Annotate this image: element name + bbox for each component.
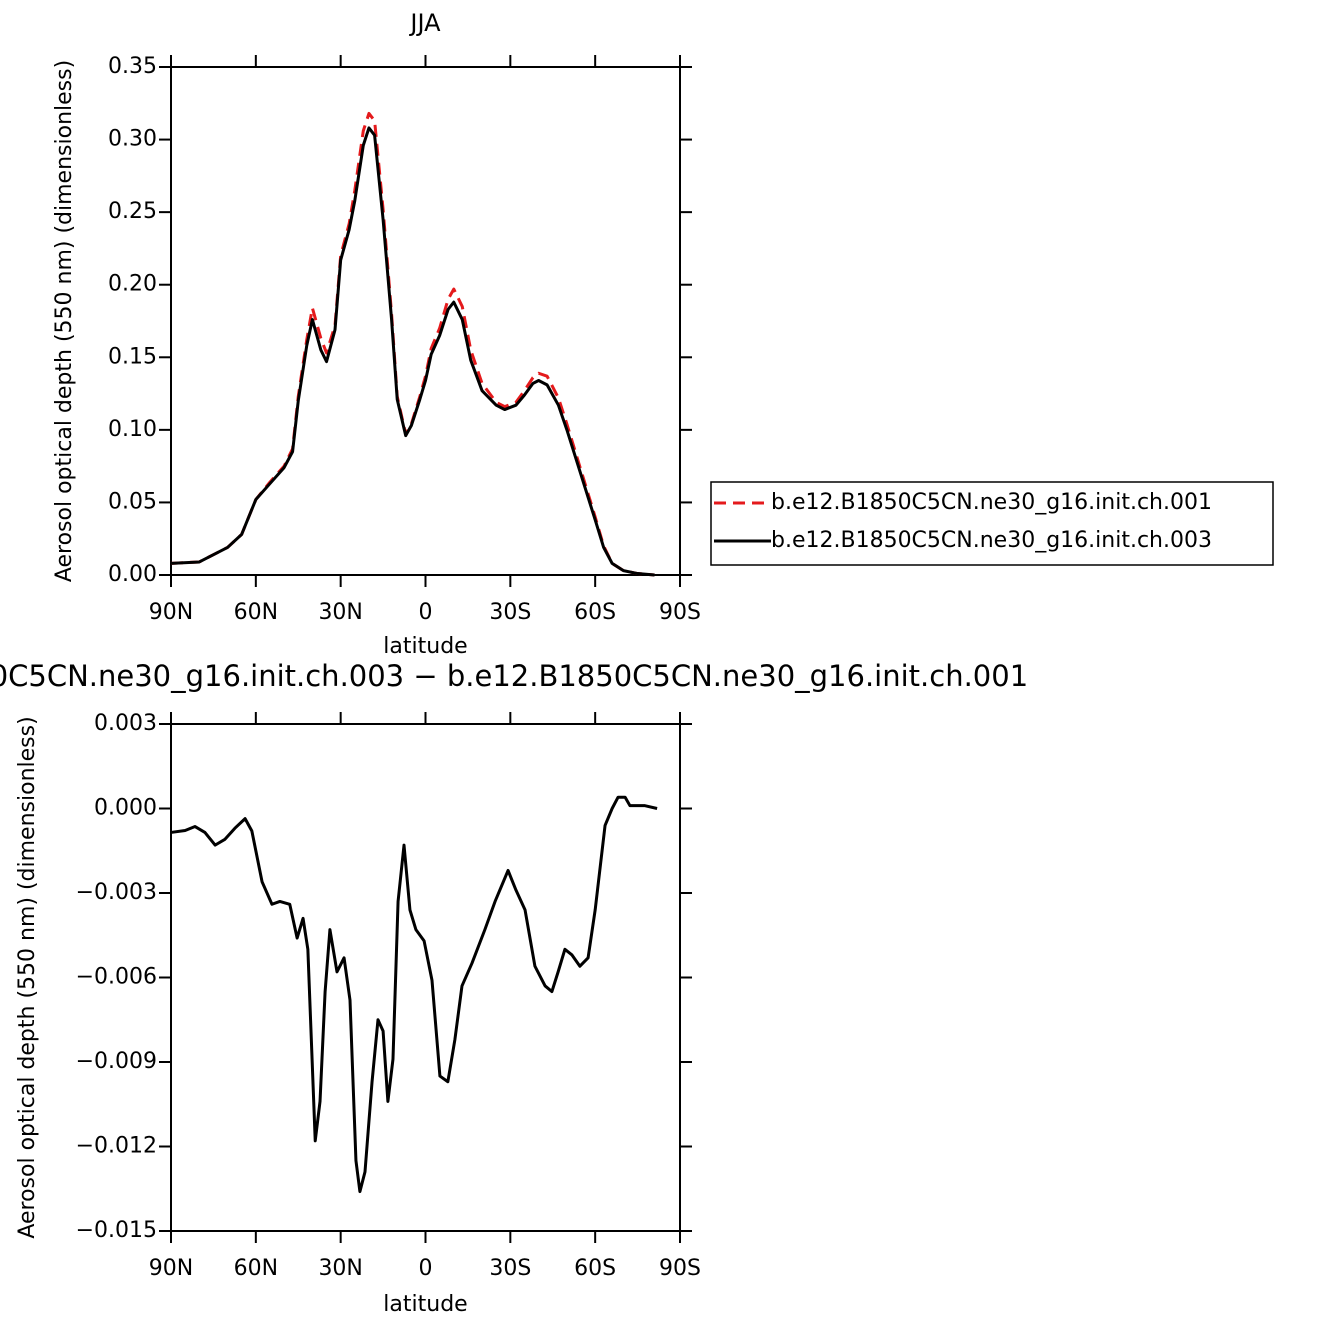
data-line	[170, 111, 655, 577]
y-axis-label: Aerosol optical depth (550 nm) (dimensio…	[52, 60, 77, 582]
legend-box	[710, 481, 1274, 566]
y-tick-label: 0.10	[108, 417, 157, 442]
y-tick-label: 0.25	[108, 199, 157, 224]
y-tick-label: 0.000	[94, 796, 157, 821]
data-line	[170, 126, 655, 577]
data-line	[170, 795, 658, 1194]
x-tick-label: 90S	[659, 600, 701, 625]
x-tick-label: 0	[419, 1256, 433, 1281]
x-tick-label: 60N	[234, 600, 278, 625]
y-tick-label: 0.05	[108, 489, 157, 514]
x-tick-label: 30S	[489, 1256, 531, 1281]
y-tick-label: −0.015	[76, 1218, 157, 1243]
legend-label: b.e12.B1850C5CN.ne30_g16.init.ch.001	[771, 490, 1212, 515]
x-tick-label: 60N	[234, 1256, 278, 1281]
legend-label: b.e12.B1850C5CN.ne30_g16.init.ch.003	[771, 528, 1212, 553]
y-tick-label: 0.20	[108, 272, 157, 297]
chart-title: JJA	[408, 9, 441, 37]
chart-title: b.e12.B1850C5CN.ne30_g16.init.ch.003 − b…	[0, 659, 1028, 693]
x-tick-label: 30N	[318, 1256, 362, 1281]
x-tick-label: 30N	[318, 600, 362, 625]
y-tick-label: 0.15	[108, 344, 157, 369]
y-tick-label: 0.35	[108, 54, 157, 79]
y-tick-label: −0.003	[76, 880, 157, 905]
x-axis-label: latitude	[383, 634, 467, 659]
plot-frame	[170, 723, 681, 1232]
x-tick-label: 60S	[574, 1256, 616, 1281]
x-tick-label: 90S	[659, 1256, 701, 1281]
y-tick-label: 0.00	[108, 562, 157, 587]
x-tick-label: 30S	[489, 600, 531, 625]
x-tick-label: 90N	[149, 1256, 193, 1281]
y-tick-label: 0.30	[108, 127, 157, 152]
x-tick-label: 0	[419, 600, 433, 625]
y-tick-label: −0.012	[76, 1134, 157, 1159]
y-tick-label: 0.003	[94, 711, 157, 736]
y-tick-label: −0.006	[76, 965, 157, 990]
x-tick-label: 60S	[574, 600, 616, 625]
y-axis-label: Aerosol optical depth (550 nm) (dimensio…	[15, 716, 40, 1238]
x-axis-label: latitude	[383, 1292, 467, 1317]
x-tick-label: 90N	[149, 600, 193, 625]
y-tick-label: −0.009	[76, 1049, 157, 1074]
plot-frame	[170, 66, 681, 576]
